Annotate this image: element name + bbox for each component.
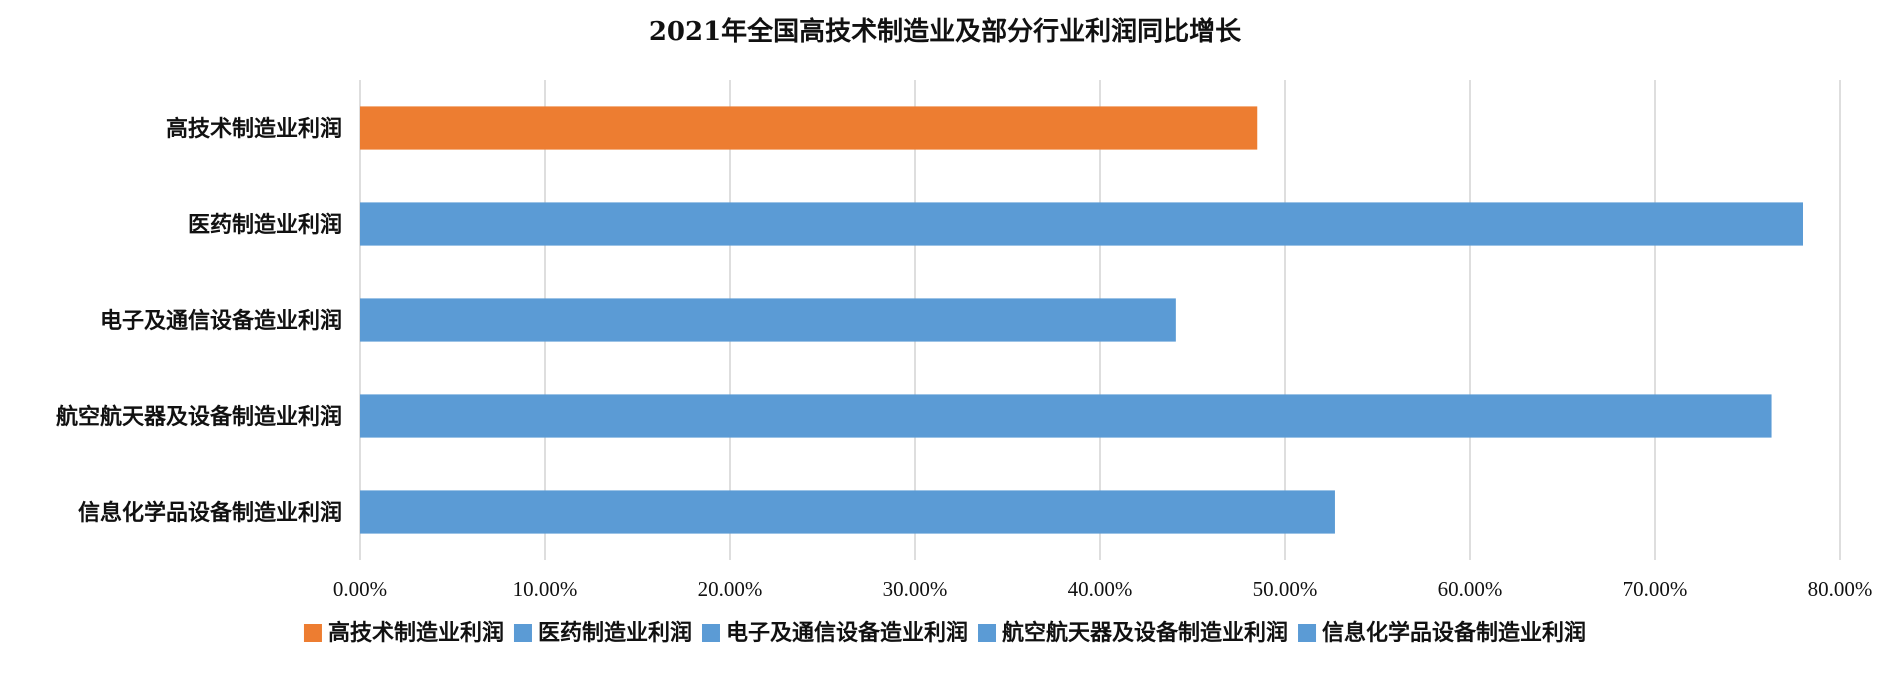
legend-label: 航空航天器及设备制造业利润 bbox=[1002, 620, 1288, 646]
bars bbox=[360, 106, 1803, 534]
legend-swatch bbox=[701, 624, 720, 642]
x-tick-label: 70.00% bbox=[1623, 577, 1688, 601]
legend-item: 信息化学品设备制造业利润 bbox=[1298, 620, 1586, 646]
legend-label: 高技术制造业利润 bbox=[328, 620, 504, 646]
bar bbox=[360, 106, 1258, 150]
legend-label: 电子及通信设备造业利润 bbox=[726, 620, 968, 646]
x-tick-label: 40.00% bbox=[1068, 577, 1133, 601]
category-label: 航空航天器及设备制造业利润 bbox=[56, 404, 342, 430]
x-axis-ticks: 0.00% 10.00% 20.00% 30.00% 40.00% 50.00% 60.00… bbox=[333, 577, 1873, 601]
category-label: 高技术制造业利润 bbox=[166, 116, 342, 142]
x-tick-label: 20.00% bbox=[698, 577, 763, 601]
x-tick-label: 60.00% bbox=[1438, 577, 1503, 601]
legend: 高技术制造业利润 医药制造业利润 电子及通信设备造业利润 航空航天器及设备制造业利润 信… bbox=[303, 620, 1586, 646]
bar bbox=[360, 394, 1772, 438]
legend-label: 信息化学品设备制造业利润 bbox=[1322, 620, 1586, 646]
category-label: 信息化学品设备制造业利润 bbox=[78, 500, 342, 526]
bar bbox=[360, 202, 1803, 246]
chart-title: 2021年全国高技术制造业及部分行业利润同比增长 bbox=[649, 16, 1242, 47]
bar bbox=[360, 298, 1176, 342]
legend-swatch bbox=[1298, 624, 1317, 642]
x-tick-label: 80.00% bbox=[1808, 577, 1873, 601]
legend-swatch bbox=[513, 624, 532, 642]
legend-swatch bbox=[978, 624, 997, 642]
category-label: 电子及通信设备造业利润 bbox=[100, 308, 342, 334]
legend-item: 高技术制造业利润 bbox=[303, 620, 504, 646]
legend-item: 航空航天器及设备制造业利润 bbox=[978, 620, 1288, 646]
x-tick-label: 10.00% bbox=[513, 577, 578, 601]
category-label: 医药制造业利润 bbox=[188, 212, 342, 238]
bar bbox=[360, 490, 1335, 534]
legend-item: 电子及通信设备造业利润 bbox=[701, 620, 968, 646]
legend-label: 医药制造业利润 bbox=[538, 620, 692, 646]
category-labels: 高技术制造业利润医药制造业利润电子及通信设备造业利润航空航天器及设备制造业利润信… bbox=[56, 116, 342, 526]
legend-item: 医药制造业利润 bbox=[513, 620, 692, 646]
legend-swatch bbox=[303, 624, 322, 642]
x-tick-label: 0.00% bbox=[333, 577, 387, 601]
x-tick-label: 50.00% bbox=[1253, 577, 1318, 601]
x-tick-label: 30.00% bbox=[883, 577, 948, 601]
